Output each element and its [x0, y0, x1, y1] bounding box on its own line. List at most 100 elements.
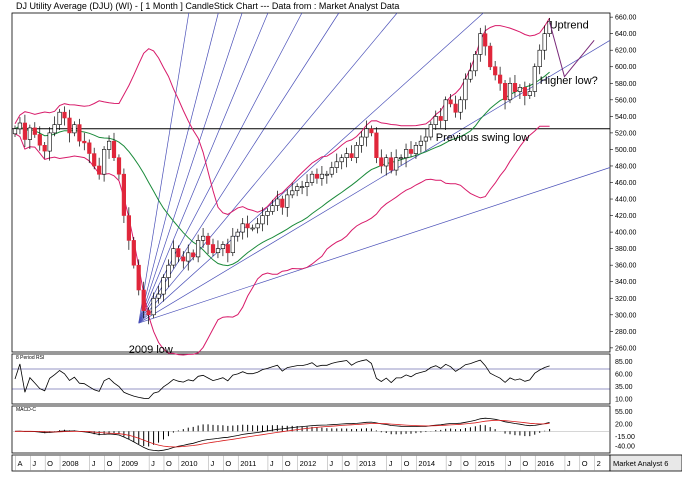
- candle-body: [220, 244, 226, 249]
- x-tick-label: 2015: [478, 459, 495, 468]
- candle-body: [206, 235, 211, 245]
- x-tick-label: O: [522, 459, 528, 468]
- candle-body: [196, 240, 201, 258]
- candle-body: [57, 111, 62, 125]
- macd-label: MACD-C: [16, 407, 36, 413]
- candle-body: [448, 99, 453, 105]
- candle-body: [344, 153, 349, 159]
- candle-body: [17, 122, 23, 130]
- candle-body: [92, 153, 97, 167]
- candle-body: [275, 198, 280, 206]
- candle-body: [394, 157, 399, 171]
- macd-tick-label: 20.00: [615, 422, 633, 429]
- bollinger-upper-line: [14, 17, 551, 215]
- fan-line: [138, 12, 243, 324]
- candle-body: [359, 136, 364, 146]
- candle-body: [171, 248, 176, 266]
- candle-body: [151, 297, 156, 316]
- candle-body: [136, 264, 141, 291]
- candle-body: [72, 124, 77, 134]
- candle-body: [265, 211, 270, 216]
- candle-body: [478, 33, 483, 55]
- candle-body: [453, 103, 458, 113]
- price-tick-label: 640.00: [615, 31, 637, 38]
- candle-body: [215, 248, 221, 254]
- x-tick-label: J: [211, 459, 215, 468]
- candle-body: [369, 128, 374, 134]
- candle-body: [62, 111, 67, 119]
- price-tick-label: 660.00: [615, 15, 637, 22]
- candle-body: [403, 149, 409, 158]
- fan-line: [138, 12, 398, 324]
- candle-body: [502, 83, 508, 101]
- candle-body: [309, 173, 315, 183]
- price-tick-label: 500.00: [615, 147, 637, 154]
- fan-line: [138, 12, 484, 324]
- rsi-line: [14, 359, 550, 399]
- moving-average-line: [14, 71, 550, 267]
- annotations: 2009 low Previous swing low Higher low? Upt…: [129, 20, 598, 356]
- price-tick-label: 360.00: [615, 263, 637, 270]
- candle-body: [210, 244, 216, 254]
- candle-body: [329, 167, 334, 175]
- annotation-label: 2009 low: [129, 344, 173, 356]
- candle-body: [52, 124, 57, 134]
- x-tick-label: J: [448, 459, 452, 468]
- price-axis: 260.00 280.00 300.00 320.00 340.00 360.00 380.…: [610, 15, 637, 352]
- macd-panel-frame: [11, 405, 611, 454]
- x-tick-label: J: [151, 459, 155, 468]
- brand-label: Market Analyst 6: [613, 459, 668, 468]
- candle-body: [111, 140, 117, 158]
- fan-line: [138, 12, 269, 324]
- rsi-panel: 10.00 35.00 60.00 85.00: [12, 359, 633, 404]
- candle-body: [156, 293, 161, 299]
- candle-body: [374, 132, 379, 158]
- candle-body: [458, 99, 463, 113]
- rsi-tick-label: 60.00: [615, 372, 633, 379]
- candle-body: [102, 149, 107, 175]
- x-tick-label: O: [404, 459, 410, 468]
- price-tick-label: 340.00: [615, 279, 637, 286]
- x-tick-label: O: [582, 459, 588, 468]
- macd-line: [14, 417, 550, 452]
- x-tick-label: 2016: [537, 459, 554, 468]
- candle-body: [47, 132, 52, 152]
- candle-body: [408, 149, 414, 154]
- x-tick-label: A: [17, 459, 22, 468]
- x-tick-label: O: [225, 459, 231, 468]
- price-tick-label: 440.00: [615, 197, 637, 204]
- candle-body: [201, 235, 206, 241]
- rsi-tick-label: 10.00: [615, 397, 633, 404]
- candle-body: [389, 157, 394, 171]
- price-tick-label: 300.00: [615, 312, 637, 319]
- x-tick-label: O: [285, 459, 291, 468]
- candle-body: [270, 205, 275, 212]
- candle-body: [463, 78, 468, 101]
- candle-body: [532, 66, 537, 92]
- x-tick-label: J: [389, 459, 393, 468]
- candle-body: [468, 70, 473, 80]
- candle-body: [354, 145, 359, 159]
- candle-body: [384, 157, 389, 167]
- candle-body: [314, 173, 320, 179]
- candle-body: [191, 252, 196, 258]
- candle-body: [250, 227, 255, 230]
- price-tick-label: 380.00: [615, 246, 637, 253]
- rsi-tick-label: 85.00: [615, 359, 633, 366]
- fan-line: [138, 12, 303, 324]
- candle-body: [121, 173, 126, 216]
- candle-body: [32, 127, 37, 135]
- candle-body: [527, 91, 532, 96]
- candle-body: [82, 140, 87, 144]
- candle-body: [27, 127, 33, 140]
- candle-body: [339, 157, 344, 163]
- candle-body: [483, 33, 488, 47]
- candle-body: [493, 66, 498, 76]
- macd-signal-line: [15, 419, 550, 448]
- candles: [12, 17, 552, 325]
- price-tick-label: 460.00: [615, 180, 637, 187]
- price-tick-label: 520.00: [615, 130, 637, 137]
- x-tick-label: J: [92, 459, 96, 468]
- fan-line: [138, 12, 219, 324]
